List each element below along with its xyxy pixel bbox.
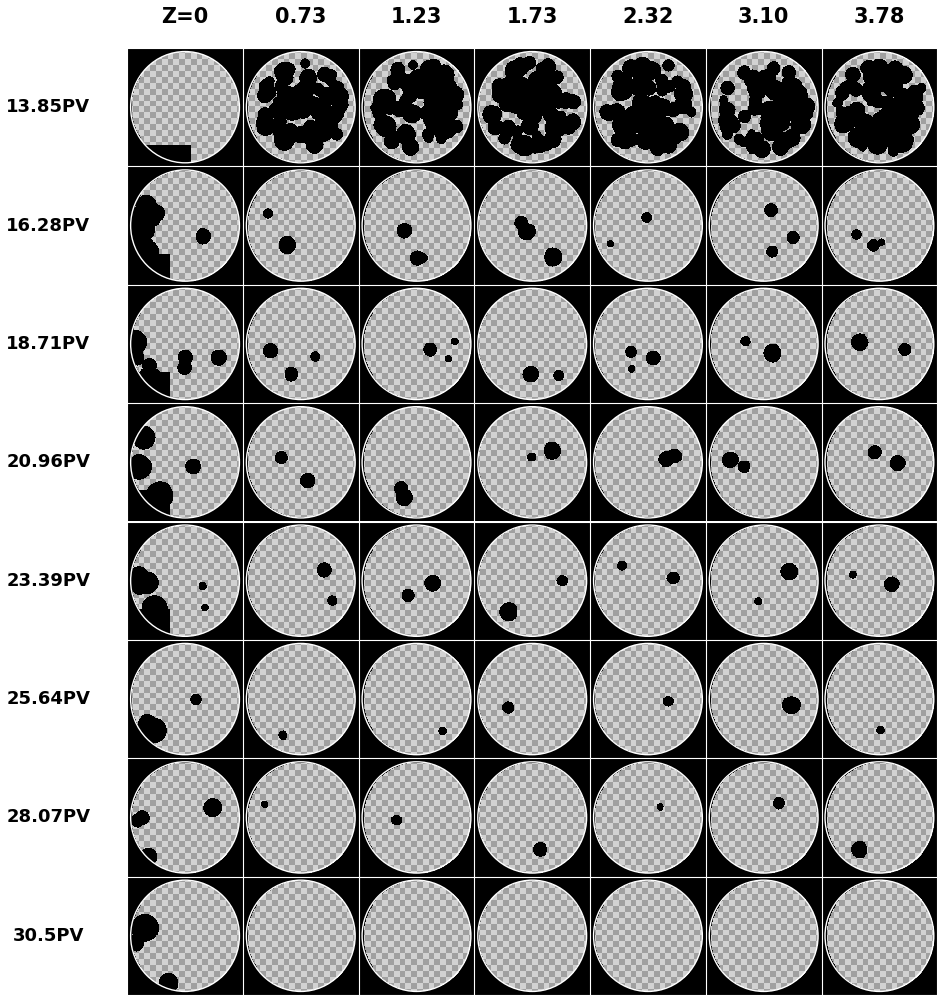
- Text: 30.5PV: 30.5PV: [12, 927, 84, 945]
- Text: 25.64PV: 25.64PV: [7, 690, 90, 708]
- Text: 16.28PV: 16.28PV: [7, 217, 90, 235]
- Text: 13.85PV: 13.85PV: [7, 98, 90, 116]
- Text: 0.73: 0.73: [275, 7, 327, 27]
- Text: Z=0: Z=0: [161, 7, 209, 27]
- Text: 3.10: 3.10: [738, 7, 789, 27]
- Text: 28.07PV: 28.07PV: [7, 808, 90, 826]
- Text: 23.39PV: 23.39PV: [7, 572, 90, 590]
- Text: 18.71PV: 18.71PV: [7, 335, 90, 353]
- Text: 20.96PV: 20.96PV: [7, 453, 90, 471]
- Text: 1.23: 1.23: [391, 7, 442, 27]
- Text: 2.32: 2.32: [623, 7, 674, 27]
- Text: 1.73: 1.73: [507, 7, 558, 27]
- Text: 3.78: 3.78: [853, 7, 905, 27]
